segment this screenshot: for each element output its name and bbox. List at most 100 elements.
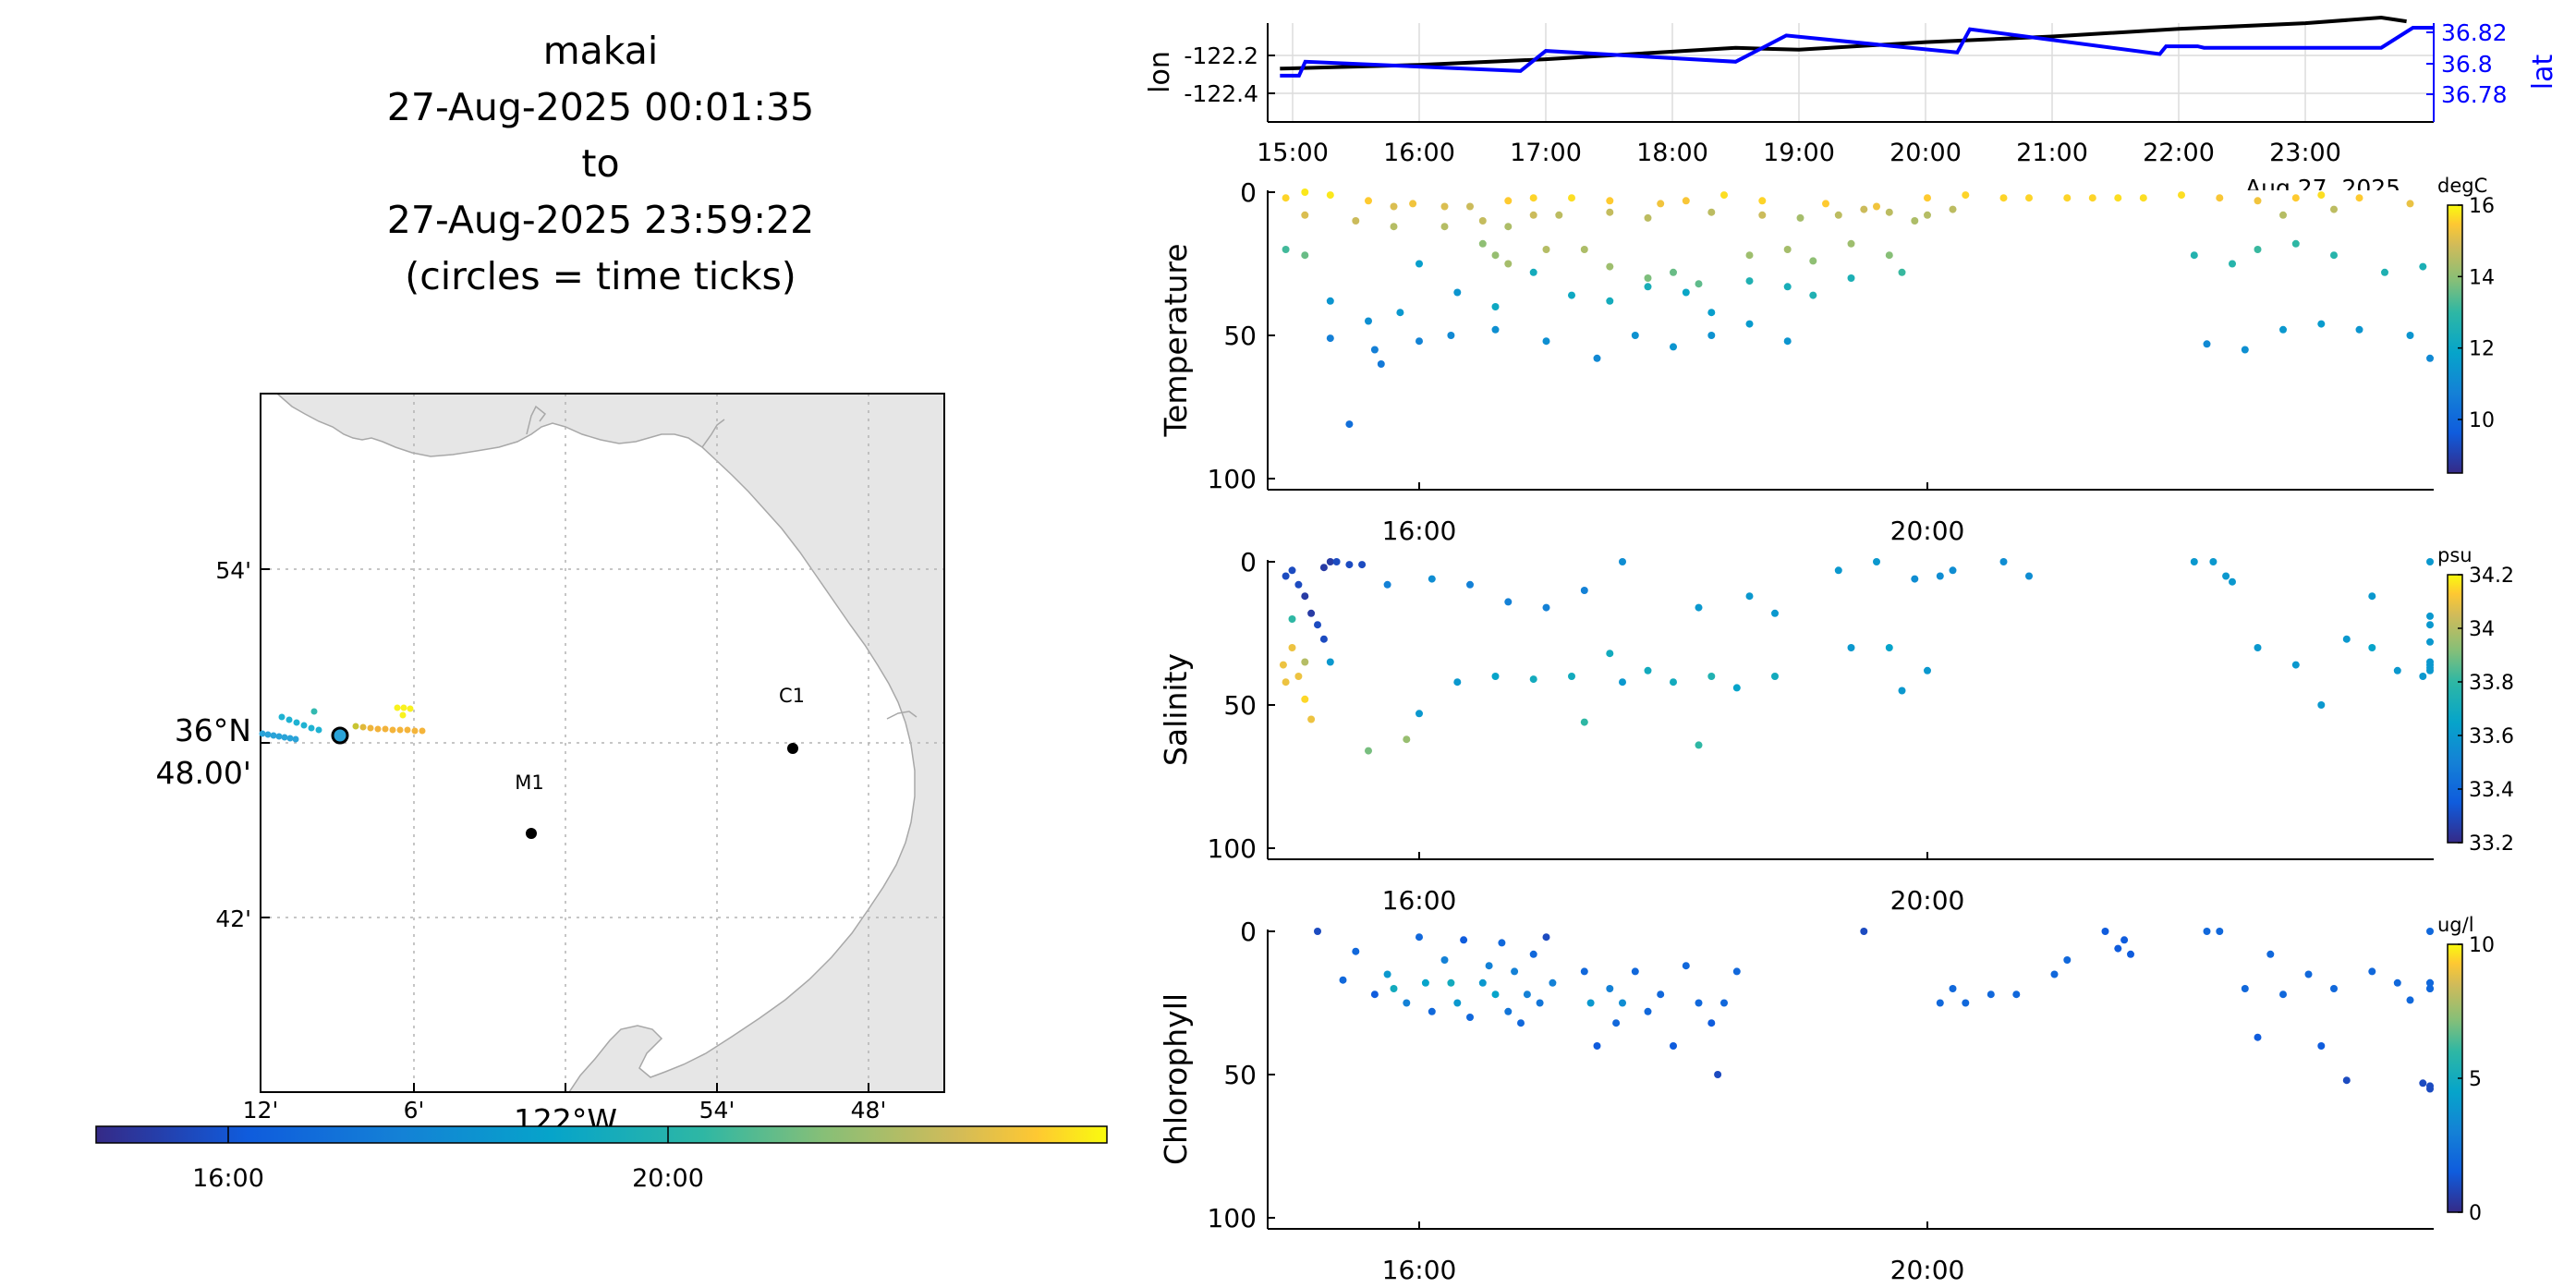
data-point	[2114, 944, 2122, 953]
colorbar-tick-label: 12	[2469, 338, 2495, 361]
data-point	[1447, 332, 1455, 339]
data-point	[1288, 644, 1296, 651]
data-point	[1732, 967, 1741, 976]
map-lon-label-54: 54'	[699, 1097, 735, 1124]
lon-axis-label: lon	[1144, 51, 1176, 93]
data-point	[2088, 194, 2096, 202]
colorbar-gradient	[2447, 204, 2463, 474]
data-point	[1466, 1014, 1474, 1021]
data-point	[1771, 609, 1779, 617]
data-point	[1682, 197, 1690, 205]
data-point	[1873, 202, 1880, 211]
colorbar-tick-label: 33.2	[2469, 832, 2514, 856]
data-point	[1301, 592, 1309, 601]
data-point	[2229, 577, 2236, 586]
data-point	[1644, 1007, 1652, 1015]
map-land	[275, 394, 944, 1092]
data-point	[1962, 191, 1970, 200]
data-point	[1949, 205, 1957, 213]
data-point	[2209, 558, 2218, 565]
data-point	[1707, 208, 1716, 216]
lat-tick-label: 36.82	[2441, 19, 2508, 46]
hour-tick-label: 22:00	[2143, 139, 2215, 167]
data-point	[1670, 343, 1677, 351]
data-point	[1529, 194, 1537, 202]
river-2	[701, 419, 725, 448]
track-point	[367, 724, 374, 732]
data-point	[1771, 673, 1779, 680]
data-point	[1695, 603, 1703, 612]
position-grid	[1268, 23, 2434, 122]
data-point	[2216, 928, 2224, 935]
data-point	[1352, 217, 1360, 225]
data-point	[2393, 666, 2401, 674]
data-point	[2254, 1033, 2262, 1041]
data-point	[1606, 985, 1614, 992]
data-point	[1745, 277, 1754, 286]
data-point	[2426, 985, 2434, 992]
data-point	[1873, 558, 1880, 565]
data-point	[1365, 747, 1372, 755]
title-note: (circles = time ticks)	[405, 254, 796, 298]
data-point	[1370, 990, 1379, 999]
data-point	[1453, 288, 1462, 297]
lon-tick-label: -122.2	[1184, 43, 1258, 69]
data-point	[1847, 644, 1855, 651]
data-point	[1504, 197, 1513, 205]
data-point	[1282, 194, 1290, 202]
hour-tick-label: 21:00	[2016, 139, 2088, 167]
data-point	[2012, 990, 2021, 999]
data-point	[2368, 967, 2376, 976]
colorbar-tick-label: 34	[2469, 618, 2495, 641]
data-point	[1314, 928, 1321, 935]
data-point	[1593, 354, 1601, 362]
data-point	[2406, 996, 2414, 1004]
data-point	[1390, 223, 1398, 231]
data-point	[1288, 566, 1296, 575]
data-point	[1670, 1042, 1677, 1050]
colorbar-unit-label: ug/l	[2437, 914, 2474, 936]
data-point	[1924, 194, 1931, 202]
data-point	[1377, 360, 1385, 368]
temperature-colorbar: degC 10 12 14 16	[2437, 175, 2495, 474]
data-point	[1732, 684, 1741, 692]
title-device: makai	[542, 29, 659, 73]
colorbar-tick-label: 33.4	[2469, 779, 2514, 802]
data-point	[1834, 566, 1842, 575]
data-point	[1580, 246, 1588, 253]
data-point	[1936, 999, 1944, 1007]
data-point	[2342, 1076, 2351, 1085]
x-tick-label: 20:00	[1890, 1255, 1965, 1285]
data-point	[1440, 223, 1449, 231]
hour-tick-label: 19:00	[1763, 139, 1835, 167]
y-tick-label: 50	[1223, 321, 1257, 351]
data-point	[2241, 985, 2249, 992]
hour-tick-label: 16:00	[1383, 139, 1455, 167]
data-point	[1447, 978, 1455, 987]
data-point	[1453, 999, 1462, 1007]
data-point	[2222, 572, 2230, 580]
data-point	[1319, 635, 1328, 643]
data-point	[1999, 558, 2008, 565]
data-point	[2419, 1079, 2427, 1088]
track-point	[286, 716, 293, 723]
data-point	[2419, 262, 2427, 271]
data-point	[2101, 928, 2109, 935]
data-point	[1999, 194, 2008, 202]
time-tick-circle	[331, 726, 349, 745]
data-point	[1383, 970, 1391, 978]
data-point	[1396, 309, 1404, 317]
data-point	[2426, 978, 2434, 987]
data-point	[2254, 197, 2262, 205]
data-point	[1416, 260, 1423, 268]
data-point	[1504, 223, 1513, 231]
data-point	[1288, 615, 1296, 623]
data-point	[2127, 950, 2134, 958]
data-point	[2426, 354, 2434, 362]
data-point	[2203, 340, 2211, 348]
y-tick-label: 0	[1240, 917, 1257, 947]
data-point	[1542, 246, 1550, 253]
data-point	[2241, 346, 2249, 354]
data-point	[1568, 194, 1575, 202]
